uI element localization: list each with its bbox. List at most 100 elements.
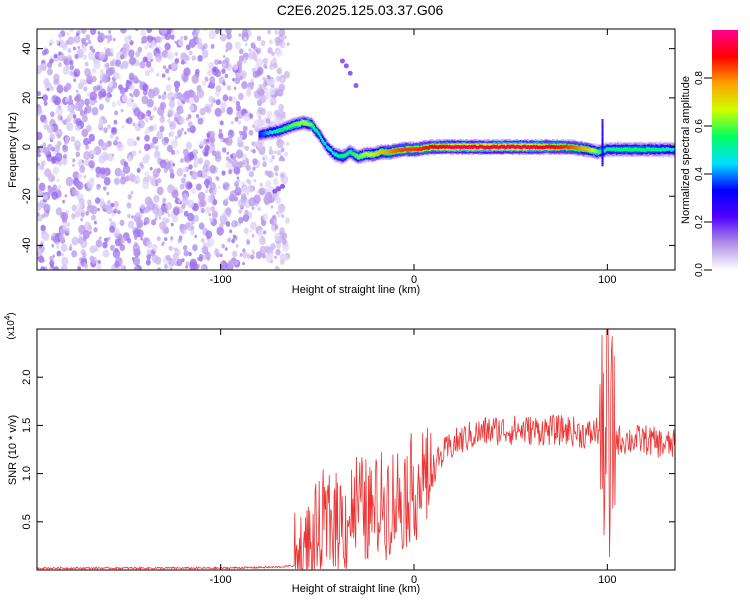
ridge-cell	[531, 145, 533, 150]
noise-speck	[46, 124, 54, 134]
ridge-cell	[367, 153, 370, 157]
noise-speck	[199, 140, 205, 147]
ridge-cell	[353, 152, 356, 157]
ridge-cell	[379, 149, 381, 154]
ridge-cell	[538, 145, 540, 150]
noise-speck	[57, 184, 61, 189]
noise-speck	[175, 149, 180, 155]
noise-speck	[37, 106, 43, 115]
noise-speck	[60, 211, 69, 222]
ridge-cell	[346, 152, 349, 156]
noise-speck	[130, 190, 134, 195]
ridge-cell	[502, 145, 504, 149]
ridge-cell	[558, 145, 561, 150]
noise-speck	[251, 249, 255, 253]
noise-speck	[165, 254, 171, 261]
noise-speck	[55, 207, 63, 216]
noise-speck	[156, 72, 160, 77]
ridge-cell	[383, 149, 386, 154]
noise-speck	[135, 29, 139, 32]
ridge-cell	[316, 129, 319, 134]
ridge-cell	[287, 125, 290, 130]
noise-speck	[226, 85, 232, 91]
ridge-cell	[309, 122, 312, 126]
noise-speck	[165, 84, 172, 92]
ridge-cell	[396, 148, 399, 152]
noise-speck	[237, 161, 244, 169]
noise-speck	[98, 51, 106, 61]
noise-speck	[275, 75, 281, 82]
noise-speck	[248, 129, 254, 136]
y-tick-label: 0.5	[21, 514, 33, 529]
x-tick-label: 100	[598, 574, 616, 586]
noise-speck	[173, 207, 180, 216]
ridge-cell	[321, 137, 323, 142]
stray-point	[276, 186, 282, 192]
ridge-cell	[260, 131, 263, 136]
noise-speck	[174, 51, 179, 57]
noise-speck	[236, 60, 243, 68]
noise-speck	[110, 245, 114, 250]
ridge-cell	[481, 144, 484, 149]
ridge-cell	[440, 145, 443, 149]
noise-speck	[161, 211, 165, 215]
noise-speck	[173, 117, 178, 122]
noise-speck	[111, 101, 117, 108]
ridge-cell	[587, 148, 590, 152]
noise-speck	[107, 34, 113, 42]
ridge-cell	[622, 147, 625, 152]
noise-speck	[259, 182, 263, 187]
noise-speck	[138, 150, 142, 154]
noise-speck	[72, 163, 75, 168]
noise-speck	[122, 164, 131, 174]
noise-speck	[101, 91, 107, 98]
noise-speck	[273, 150, 277, 154]
ridge-cell	[317, 131, 320, 135]
noise-speck	[266, 170, 272, 178]
ridge-cell	[533, 144, 536, 149]
snr-series-line	[37, 329, 675, 570]
ridge-cell	[395, 149, 398, 154]
noise-speck	[219, 214, 227, 224]
noise-speck	[247, 180, 252, 185]
noise-speck	[81, 159, 85, 163]
noise-speck	[158, 95, 162, 100]
ridge-cell	[634, 147, 637, 151]
noise-speck	[179, 158, 184, 164]
noise-speck	[227, 129, 235, 139]
noise-speck	[37, 189, 42, 196]
noise-speck	[106, 191, 110, 196]
ridge-cell	[621, 148, 624, 152]
ridge-cell	[458, 145, 460, 149]
ridge-cell	[627, 148, 630, 152]
noise-speck	[74, 53, 79, 60]
noise-speck	[211, 150, 217, 157]
noise-speck	[276, 242, 282, 249]
ridge-cell	[541, 145, 544, 150]
noise-speck	[140, 237, 143, 241]
noise-speck	[58, 33, 63, 39]
noise-speck	[165, 158, 169, 163]
noise-speck	[253, 178, 257, 183]
noise-speck	[144, 45, 148, 50]
ridge-cell	[280, 128, 283, 132]
noise-speck	[84, 105, 92, 114]
noise-speck	[228, 169, 233, 175]
noise-speck	[192, 148, 199, 156]
noise-speck	[197, 157, 204, 165]
noise-speck	[248, 170, 255, 178]
noise-speck	[203, 242, 207, 247]
noise-speck	[171, 29, 176, 35]
ridge-cell	[436, 145, 438, 149]
noise-speck	[277, 67, 282, 74]
noise-speck	[205, 206, 212, 214]
noise-speck	[274, 29, 279, 35]
ridge-cell	[507, 144, 510, 149]
noise-speck	[174, 57, 180, 64]
noise-speck	[149, 44, 153, 49]
noise-speck	[238, 216, 244, 224]
noise-speck	[272, 57, 277, 63]
ridge-cell	[265, 131, 268, 135]
ridge-cell	[397, 148, 400, 152]
noise-speck	[109, 47, 114, 53]
